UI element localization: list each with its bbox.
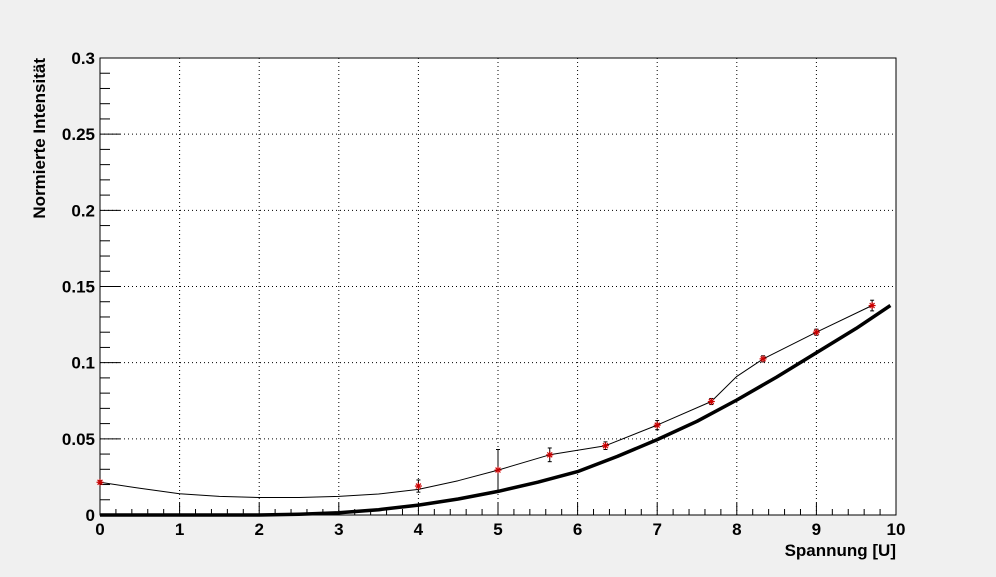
y-tick-label: 0.2: [71, 201, 95, 220]
star-marker-stroke: [708, 398, 715, 405]
star-marker-stroke: [97, 479, 103, 486]
x-tick-label: 1: [175, 520, 184, 539]
x-tick-label: 4: [414, 520, 424, 539]
data-point: [96, 478, 104, 486]
connecting-curve: [99, 305, 873, 498]
star-marker-stroke: [415, 483, 422, 489]
thick-curve: [100, 304, 892, 517]
data-point: [759, 355, 767, 363]
y-tick-label: 0.25: [62, 125, 95, 144]
y-tick-label: 0.15: [62, 278, 95, 297]
x-tick-label: 5: [493, 520, 502, 539]
star-marker-stroke: [813, 329, 820, 336]
x-tick-label: 2: [254, 520, 263, 539]
data-point: [494, 448, 502, 492]
data-point: [868, 299, 876, 312]
star-marker-stroke: [495, 467, 501, 473]
star-marker-stroke: [546, 451, 553, 458]
x-tick-label: 7: [652, 520, 661, 539]
x-axis-title: Spannung [U]: [785, 541, 896, 560]
data-point: [546, 447, 554, 463]
star-marker-stroke: [654, 422, 661, 428]
data-point: [653, 420, 661, 431]
x-tick-label: 3: [334, 520, 343, 539]
data-point: [707, 397, 715, 406]
x-tick-label: 9: [812, 520, 821, 539]
y-tick-label: 0.1: [71, 354, 95, 373]
x-tick-label: 8: [732, 520, 741, 539]
y-axis-title: Normierte Intensität: [30, 58, 49, 219]
data-point: [414, 479, 422, 493]
data-point: [601, 441, 609, 450]
x-tick-label: 6: [573, 520, 582, 539]
star-marker-stroke: [602, 442, 609, 449]
x-tick-label: 10: [887, 520, 906, 539]
y-tick-label: 0.05: [62, 430, 95, 449]
y-tick-label: 0: [86, 506, 95, 525]
y-tick-label: 0.3: [71, 49, 95, 68]
data-point: [812, 328, 820, 336]
star-marker-stroke: [869, 302, 875, 309]
star-marker-stroke: [760, 355, 766, 362]
x-tick-label: 0: [95, 520, 104, 539]
